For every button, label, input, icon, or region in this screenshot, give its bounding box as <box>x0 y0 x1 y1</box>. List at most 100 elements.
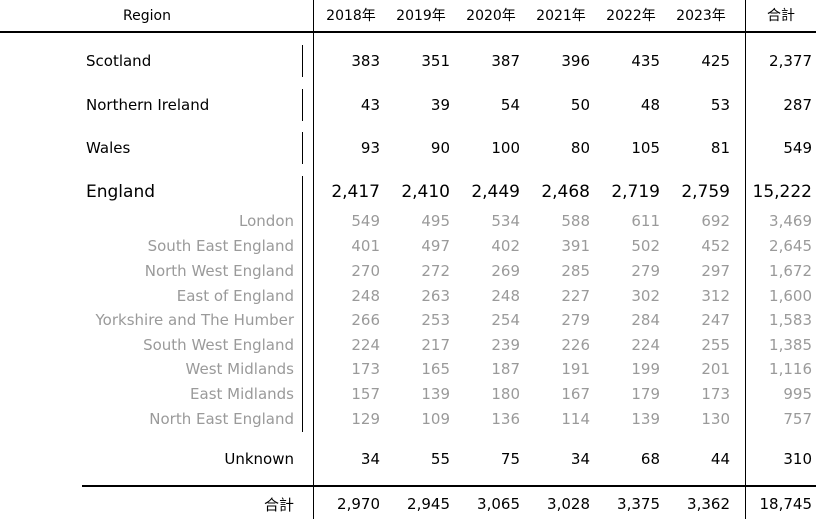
cell-value: 226 <box>561 336 590 354</box>
cell-value: 54 <box>500 96 520 114</box>
cell-value: 2,410 <box>401 182 450 202</box>
cell-value: 425 <box>701 52 730 70</box>
subregion-row: East of England 248 263 248 227 302 312 … <box>0 284 816 308</box>
cell-value: 266 <box>351 311 380 329</box>
cell-value: 2,719 <box>611 182 660 202</box>
cell-value: 502 <box>631 237 660 255</box>
england-row: England 2,417 2,410 2,449 2,468 2,719 2,… <box>0 176 816 208</box>
cell-value: 279 <box>631 262 660 280</box>
cell-value: 401 <box>351 237 380 255</box>
header-total: 合計 <box>767 8 795 24</box>
cell-value: 173 <box>351 360 380 378</box>
cell-value: 2,759 <box>681 182 730 202</box>
cell-value: 239 <box>491 336 520 354</box>
header-year: 2020年 <box>466 8 516 24</box>
subregion-row: West Midlands 173 165 187 191 199 201 1,… <box>0 357 816 381</box>
cell-value: 130 <box>701 410 730 428</box>
cell-value: 452 <box>701 237 730 255</box>
cell-value: 224 <box>351 336 380 354</box>
cell-value: 2,970 <box>337 495 380 513</box>
cell-value: 3,028 <box>547 495 590 513</box>
subregion-row: South East England 401 497 402 391 502 4… <box>0 234 816 258</box>
cell-value: 93 <box>360 139 380 157</box>
row-label: Scotland <box>86 52 152 70</box>
cell-total: 1,116 <box>769 360 812 378</box>
cell-value: 588 <box>561 212 590 230</box>
cell-value: 383 <box>351 52 380 70</box>
row-label: East Midlands <box>190 385 294 403</box>
cell-value: 534 <box>491 212 520 230</box>
cell-value: 53 <box>710 96 730 114</box>
cell-value: 129 <box>351 410 380 428</box>
cell-value: 255 <box>701 336 730 354</box>
cell-total: 549 <box>783 139 812 157</box>
row-label: West Midlands <box>185 360 294 378</box>
cell-value: 2,449 <box>471 182 520 202</box>
cell-value: 254 <box>491 311 520 329</box>
cell-total: 995 <box>783 385 812 403</box>
cell-value: 227 <box>561 287 590 305</box>
group-tick <box>302 89 303 121</box>
cell-total: 287 <box>783 96 812 114</box>
cell-value: 3,362 <box>687 495 730 513</box>
cell-value: 263 <box>421 287 450 305</box>
group-tick <box>302 45 303 77</box>
table-row: Wales 93 90 100 80 105 81 549 <box>0 132 816 164</box>
group-tick <box>302 176 303 432</box>
row-label: 合計 <box>263 495 294 514</box>
row-label: Unknown <box>224 450 294 468</box>
header-year: 2018年 <box>326 8 376 24</box>
cell-value: 173 <box>701 385 730 403</box>
cell-value: 75 <box>500 450 520 468</box>
row-label: North East England <box>149 410 294 428</box>
cell-value: 2,468 <box>541 182 590 202</box>
subregion-row: South West England 224 217 239 226 224 2… <box>0 333 816 357</box>
grand-total-row: 合計 2,970 2,945 3,065 3,028 3,375 3,362 1… <box>0 489 816 519</box>
subregion-row: North West England 270 272 269 285 279 2… <box>0 259 816 283</box>
row-label: Yorkshire and The Humber <box>95 311 295 329</box>
cell-value: 2,945 <box>407 495 450 513</box>
cell-total: 757 <box>783 410 812 428</box>
cell-total: 2,645 <box>769 237 812 255</box>
cell-value: 387 <box>491 52 520 70</box>
header-year: 2023年 <box>676 8 726 24</box>
cell-value: 109 <box>421 410 450 428</box>
cell-value: 272 <box>421 262 450 280</box>
subregion-row: Yorkshire and The Humber 266 253 254 279… <box>0 308 816 332</box>
cell-value: 34 <box>360 450 380 468</box>
cell-value: 81 <box>710 139 730 157</box>
cell-value: 297 <box>701 262 730 280</box>
cell-value: 402 <box>491 237 520 255</box>
subregion-row: East Midlands 157 139 180 167 179 173 99… <box>0 382 816 406</box>
cell-value: 191 <box>561 360 590 378</box>
cell-total: 15,222 <box>752 182 812 202</box>
cell-value: 269 <box>491 262 520 280</box>
cell-value: 285 <box>561 262 590 280</box>
cell-value: 80 <box>570 139 590 157</box>
cell-value: 435 <box>631 52 660 70</box>
column-divider-right <box>745 0 746 519</box>
cell-value: 39 <box>430 96 450 114</box>
cell-value: 44 <box>710 450 730 468</box>
row-label: South West England <box>143 336 294 354</box>
cell-value: 43 <box>360 96 380 114</box>
cell-value: 100 <box>491 139 520 157</box>
cell-value: 248 <box>351 287 380 305</box>
subregion-row: London 549 495 534 588 611 692 3,469 <box>0 209 816 233</box>
cell-total: 18,745 <box>759 495 813 513</box>
cell-value: 90 <box>430 139 450 157</box>
cell-value: 3,065 <box>477 495 520 513</box>
cell-total: 310 <box>783 450 812 468</box>
cell-value: 2,417 <box>331 182 380 202</box>
header-year: 2021年 <box>536 8 586 24</box>
cell-value: 201 <box>701 360 730 378</box>
cell-value: 105 <box>631 139 660 157</box>
cell-value: 34 <box>570 450 590 468</box>
header-divider <box>0 31 816 33</box>
cell-value: 217 <box>421 336 450 354</box>
cell-value: 136 <box>491 410 520 428</box>
header-region: Region <box>123 8 171 24</box>
cell-total: 1,385 <box>769 336 812 354</box>
cell-value: 253 <box>421 311 450 329</box>
cell-value: 114 <box>561 410 590 428</box>
